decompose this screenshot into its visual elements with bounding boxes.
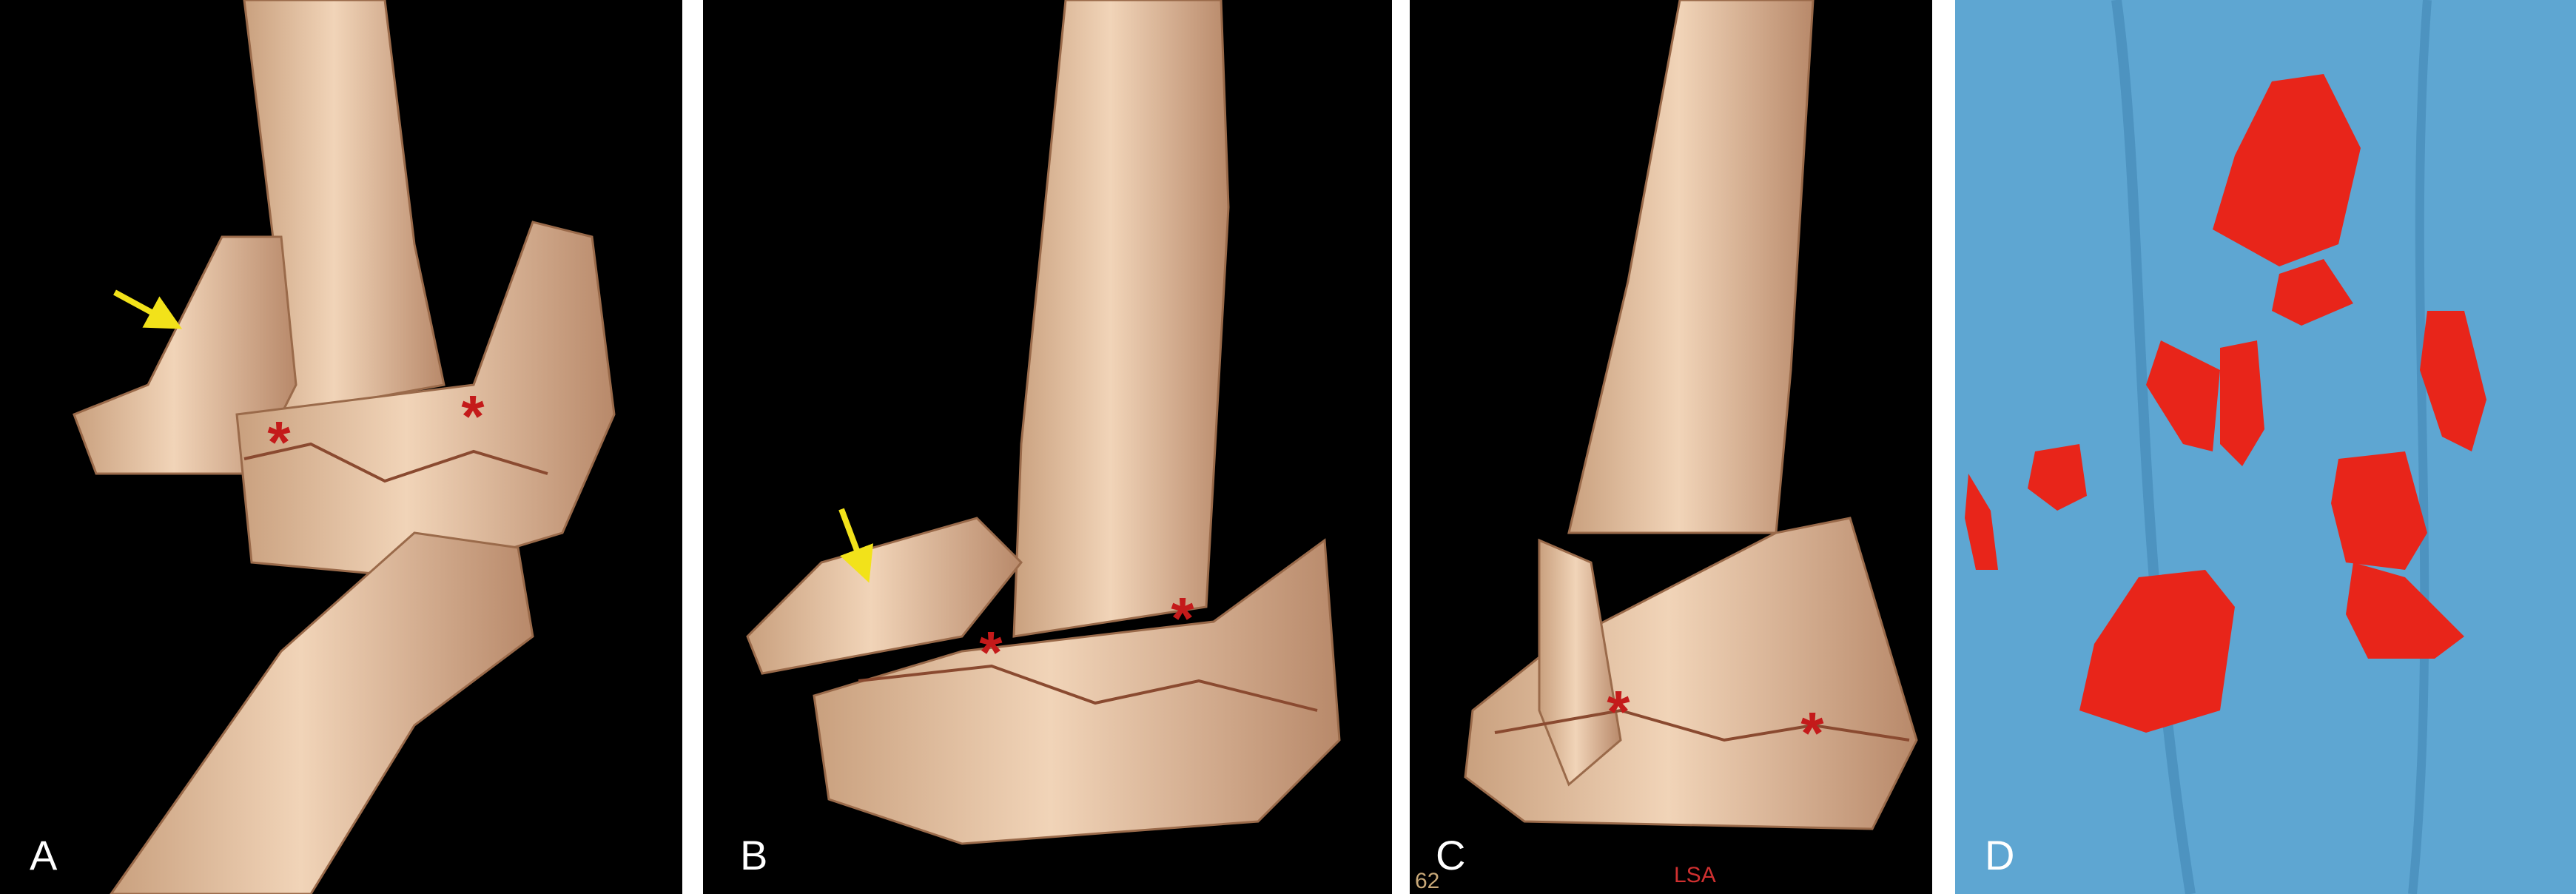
fragment — [2346, 562, 2464, 659]
humerus-shaft — [1012, 0, 1230, 638]
fracture-line — [1494, 708, 1910, 742]
asterisk: * — [1171, 585, 1194, 651]
arrow — [838, 508, 874, 583]
orientation-label: LSA — [1674, 863, 1716, 887]
asterisk: * — [979, 619, 1003, 685]
fragment — [2420, 311, 2486, 451]
panel-c: * * 62 LSA C — [1410, 0, 1932, 894]
fragment — [2213, 74, 2361, 266]
fragment — [1538, 538, 1622, 787]
fracture-line — [243, 442, 548, 483]
asterisk: * — [1607, 679, 1630, 745]
panel-label: B — [740, 832, 767, 878]
condyle — [235, 221, 616, 579]
drape-fold — [2408, 0, 2432, 894]
fragment — [2331, 451, 2427, 570]
asterisk: * — [1800, 700, 1824, 766]
drape-fold — [2111, 0, 2196, 894]
fracture-line — [858, 664, 1318, 712]
panel-a: * * A — [0, 0, 682, 894]
asterisk: * — [461, 383, 485, 449]
arrow — [113, 289, 183, 329]
panel-label: A — [30, 832, 58, 878]
forearm — [110, 531, 534, 894]
fragment — [2272, 259, 2353, 326]
condyle-block — [813, 538, 1341, 845]
fragment — [2220, 340, 2264, 466]
fragment — [2146, 340, 2220, 451]
panel-d: D — [1955, 0, 2576, 894]
panel-b: * * B — [703, 0, 1392, 894]
fragment — [746, 517, 1023, 675]
fragment — [2028, 444, 2087, 511]
bone-fragments — [1965, 74, 2486, 733]
fragment — [1965, 474, 1998, 570]
slice-number: 62 — [1415, 869, 1439, 893]
asterisk: * — [267, 409, 291, 475]
fragment — [2079, 570, 2235, 733]
panel-label: C — [1436, 832, 1465, 878]
panel-label: D — [1985, 832, 2014, 878]
